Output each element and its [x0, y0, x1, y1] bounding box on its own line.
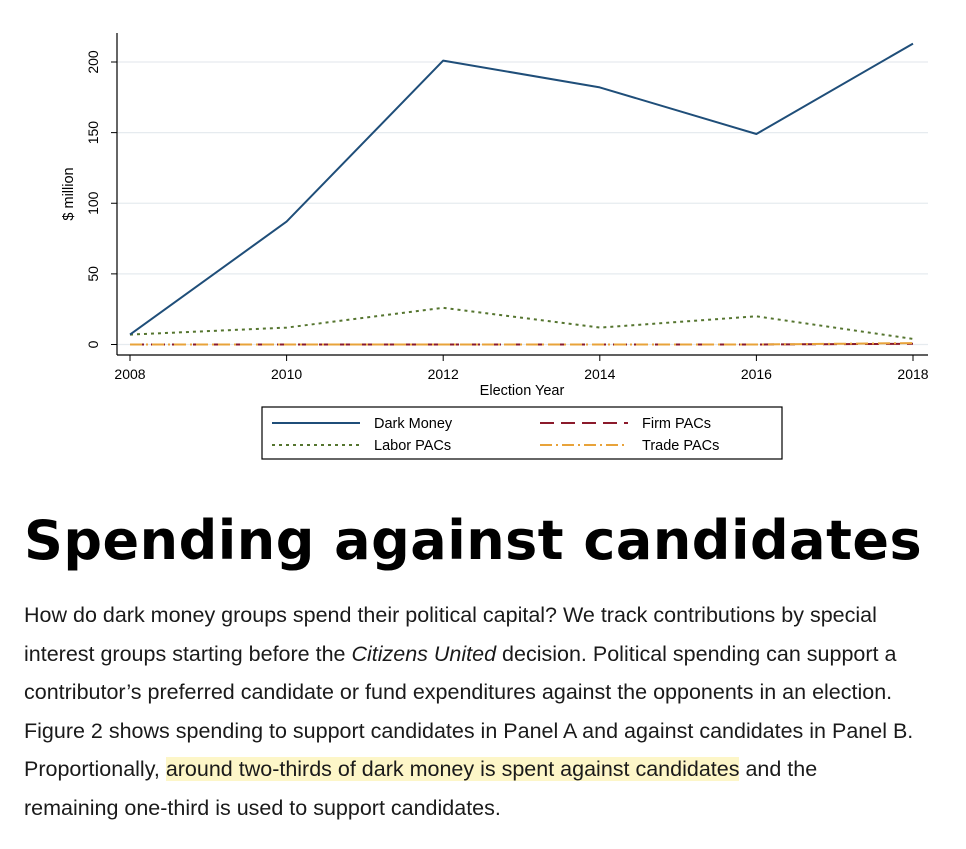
- legend-label: Trade PACs: [642, 438, 719, 454]
- body-paragraph: How do dark money groups spend their pol…: [24, 596, 954, 827]
- series-line-labor-pacs: [129, 306, 914, 340]
- paragraph-text: interest groups starting before the: [24, 641, 352, 666]
- y-tick-label: 100: [85, 191, 101, 215]
- legend-label: Dark Money: [374, 416, 453, 432]
- paragraph-line: Proportionally, around two-thirds of dar…: [24, 750, 954, 789]
- y-axis-title: $ million: [61, 167, 77, 220]
- x-axis-title: Election Year: [480, 383, 565, 399]
- paragraph-line: Figure 2 shows spending to support candi…: [24, 718, 914, 743]
- highlighted-text[interactable]: around two-thirds of dark money is spent…: [165, 757, 740, 781]
- y-tick-label: 50: [85, 266, 101, 282]
- legend-label: Labor PACs: [374, 438, 451, 454]
- paragraph-line: interest groups starting before the Citi…: [24, 635, 954, 674]
- x-tick-label: 2010: [271, 366, 302, 382]
- paragraph-line: remaining one-third is used to support c…: [24, 795, 501, 820]
- paragraph-text: and the: [739, 757, 818, 781]
- x-tick-label: 2016: [741, 366, 772, 382]
- y-tick-label: 0: [85, 340, 101, 348]
- case-name-italic: Citizens United: [351, 641, 497, 666]
- legend-label: Firm PACs: [642, 416, 711, 432]
- paragraph-line: contributor’s preferred candidate or fun…: [24, 680, 893, 704]
- chart-axes: 0 50 100 150 200 2008 2010 2012 2014 2016 2018 Elec…: [61, 33, 929, 399]
- x-tick-label: 2018: [897, 366, 928, 382]
- series-line-trade-pacs: [130, 342, 914, 346]
- paragraph-text: Proportionally,: [24, 757, 166, 781]
- section-heading: Spending against candidates: [24, 509, 923, 572]
- paragraph-text: decision. Political spending can support…: [496, 641, 897, 666]
- x-tick-label: 2014: [584, 366, 615, 382]
- line-chart: 0 50 100 150 200 2008 2010 2012 2014 2016 2018 Elec…: [61, 33, 929, 460]
- x-tick-label: 2012: [428, 366, 459, 382]
- x-tick-label: 2008: [114, 366, 145, 382]
- y-tick-label: 150: [85, 121, 101, 145]
- series-line-dark-money: [129, 42, 914, 336]
- series-lines: [129, 42, 914, 346]
- chart-svg: 0 50 100 150 200 2008 2010 2012 2014 2016 2018 Elec…: [61, 33, 929, 460]
- y-tick-label: 200: [85, 50, 101, 74]
- chart-legend: Dark Money Firm PACs Labor PACs Trade PACs: [261, 406, 783, 460]
- paragraph-line: How do dark money groups spend their pol…: [24, 603, 877, 627]
- legend-box: [261, 406, 783, 460]
